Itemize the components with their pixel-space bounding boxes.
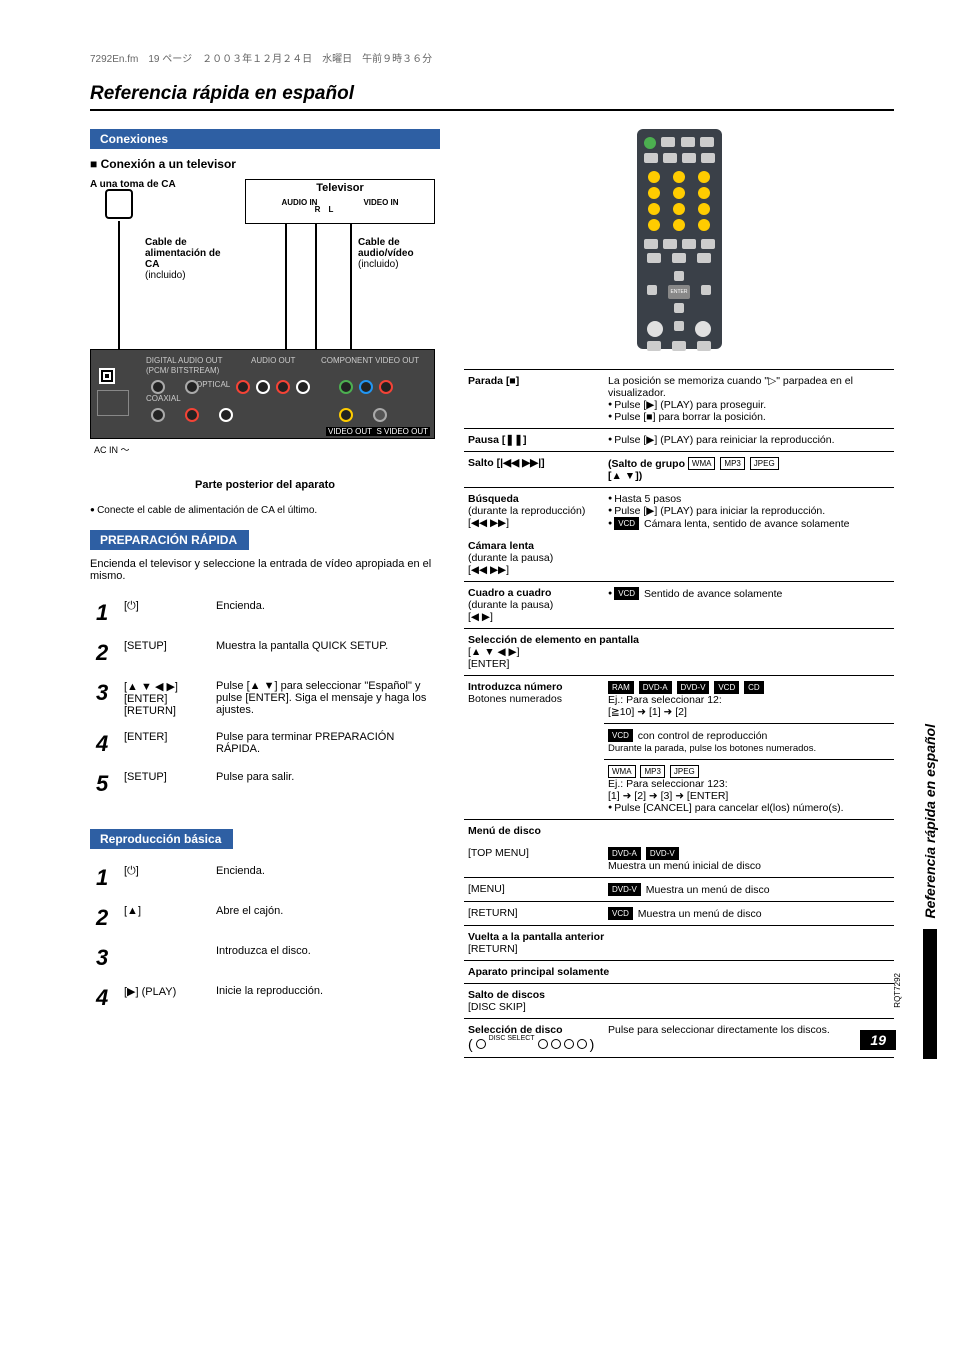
section-play-label: Reproducción básica [90,829,233,849]
ac-cable-line [118,221,120,349]
audio-in-label: AUDIO IN [281,198,317,207]
ref-camara-label: Cámara lenta (durante la pausa) [◀◀ ▶▶] [464,535,604,582]
step-desc: Encienda. [212,594,438,632]
ref-seleccion-elem: Selección de elemento en pantalla [▲ ▼ ◀… [464,629,894,676]
section-conexiones-label: Conexiones [100,132,168,146]
reference-table: Parada [■] La posición se memoriza cuand… [464,369,894,1058]
ref-sel-disco-label: Selección de disco ( DISC SELECT ) [464,1019,604,1058]
conn-tv-heading: Conexión a un televisor [90,157,440,171]
page-number: 19 [860,1030,896,1050]
video-line [350,224,352,349]
doc-header-line: 7292En.fm 19 ページ ２００３年１２月２４日 水曜日 午前９時３６分 [90,50,894,65]
ref-introduzca-desc2: VCD con control de reproducción Durante … [604,724,894,760]
ref-parada-desc: La posición se memoriza cuando "▷" parpa… [604,370,894,429]
r-label: R [315,205,321,214]
back-caption: Parte posterior del aparato [90,479,440,491]
ref-salto-discos: Salto de discos [DISC SKIP] [464,984,894,1019]
audio-l-line [315,224,317,349]
ref-menu-desc: DVD-V Muestra un menú de disco [604,878,894,902]
device-back-panel: DIGITAL AUDIO OUT (PCM/ BITSTREAM) AUDIO… [90,349,435,439]
section-play: Reproducción básica [90,829,440,849]
tv-box: Televisor AUDIO IN VIDEO IN R L [245,179,435,224]
ref-return-desc: VCD Muestra un menú de disco [604,902,894,926]
ref-busqueda-desc: Hasta 5 pasos Pulse [▶] (PLAY) para inic… [604,488,894,536]
ref-cuadro-label: Cuadro a cuadro (durante la pausa) [◀ ▶] [464,582,604,629]
remote-control-icon: ENTER [637,129,722,349]
ref-menu-disco-label: Menú de disco [468,825,541,837]
ref-cuadro-desc: VCD Sentido de avance solamente [604,582,894,629]
ref-salto-label: Salto [|◀◀ ▶▶|] [468,457,545,469]
ref-introduzca-desc1: RAM DVD-A DVD-V VCD CD Ej.: Para selecci… [604,676,894,724]
ref-topmenu-label: [TOP MENU] [464,842,604,878]
side-block-icon [923,929,937,1059]
video-in-label: VIDEO IN [363,198,398,207]
ac-cable-label: Cable de alimentación de CA (incluido) [145,237,235,281]
prep-steps-table: 1 [⏻] Encienda. 2 [SETUP] Muestra la pan… [90,592,440,805]
side-tab: Referencia rápida en español [904,720,954,1059]
ref-introduzca-label: Introduzca número Botones numerados [464,676,604,724]
l-label: L [328,205,333,214]
ref-introduzca-desc3: WMA MP3 JPEG Ej.: Para seleccionar 123: … [604,760,894,820]
step-num: 1 [92,594,118,632]
section-conexiones: Conexiones [90,129,440,149]
ref-vuelta: Vuelta a la pantalla anterior [RETURN] [464,926,894,961]
ref-sel-disco-desc: Pulse para seleccionar directamente los … [604,1019,894,1058]
ref-aparato: Aparato principal solamente [468,966,609,978]
ref-salto-desc: (Salto de grupo WMA MP3 JPEG [▲ ▼]) [604,452,894,488]
tv-label: Televisor [316,182,364,194]
ref-topmenu-desc: DVD-A DVD-V Muestra un menú inicial de d… [604,842,894,878]
ref-pausa-desc: Pulse [▶] (PLAY) para reiniciar la repro… [608,434,835,446]
rqt-code: RQT7292 [893,973,902,1008]
ac-outlet-icon [105,189,133,219]
page-title: Referencia rápida en español [90,83,894,105]
av-cable-label: Cable de audio/vídeo (incluido) [358,237,428,270]
prep-intro: Encienda el televisor y seleccione la en… [90,558,440,582]
ref-menu-label: [MENU] [464,878,604,902]
side-tab-label: Referencia rápida en español [920,720,940,923]
ref-busqueda-label: Búsqueda (durante la reproducción) [◀◀ ▶… [464,488,604,536]
step-btn: [⏻] [120,594,210,632]
ac-last-note: Conecte el cable de alimentación de CA e… [90,505,440,516]
connection-diagram: A una toma de CA Televisor AUDIO IN VIDE… [90,179,440,469]
ref-parada-label: Parada [■] [468,375,519,387]
ac-in-label: AC IN ～ [94,443,130,456]
play-steps-table: 1 [⏻] Encienda. 2 [▲] Abre el cajón. 3 I… [90,857,440,1019]
ref-return-label: [RETURN] [464,902,604,926]
section-prep-label: PREPARACIÓN RÁPIDA [90,530,249,550]
section-prep: PREPARACIÓN RÁPIDA [90,530,440,550]
ref-pausa-label: Pausa [❚❚] [468,434,526,446]
ac-outlet-label: A una toma de CA [90,179,176,190]
audio-r-line [285,224,287,349]
title-divider [90,109,894,111]
